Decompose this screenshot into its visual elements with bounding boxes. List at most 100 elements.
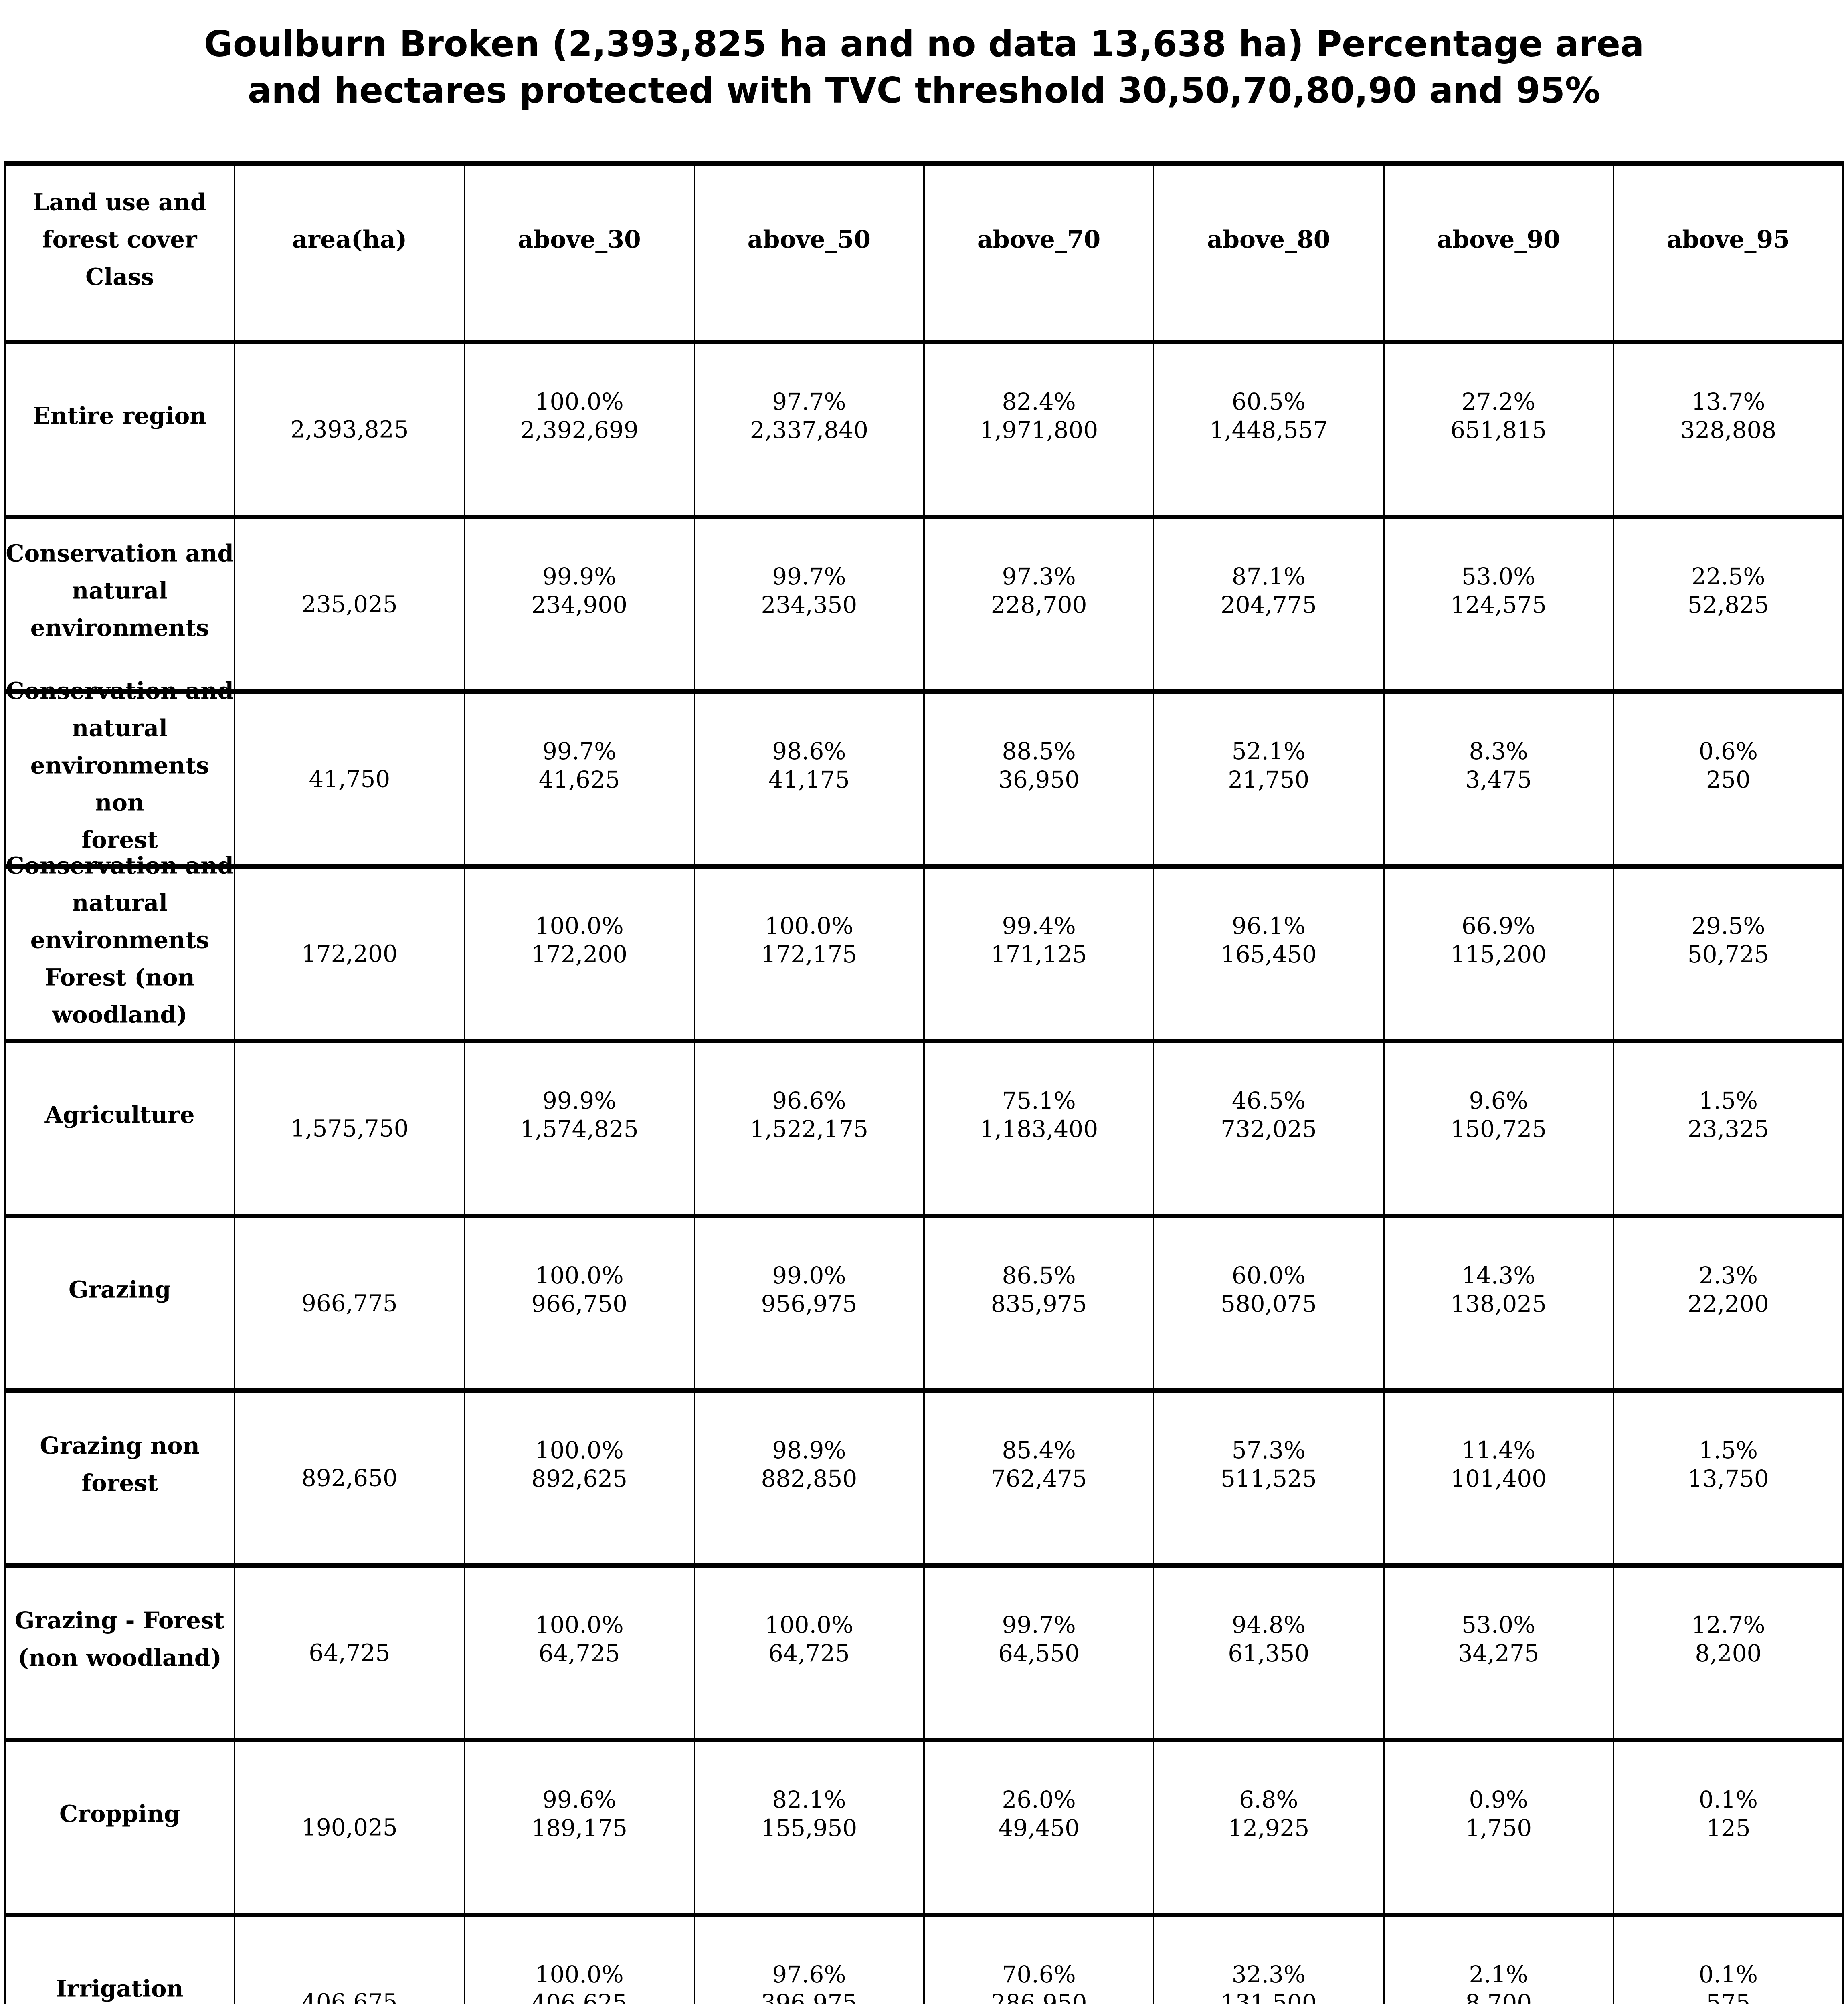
percent-value: 82.4% (1002, 388, 1076, 415)
hectares-value: 8,200 (1695, 1639, 1762, 1667)
table-row: Grazing non forest 892,650 100.0% 892,625 98… (4, 1388, 1844, 1568)
hectares-value: 3,475 (1465, 766, 1532, 793)
table-row: Entire region 2,393,825 100.0% 2,392,699 97.… (4, 340, 1844, 519)
threshold-cell: 9.6% 150,725 (1385, 1087, 1613, 1143)
threshold-cell: 100.0% 172,175 (695, 912, 923, 969)
hectares-value: 956,975 (761, 1290, 857, 1317)
threshold-cell: 0.1% 125 (1614, 1786, 1842, 1842)
percent-value: 99.7% (1002, 1611, 1076, 1638)
hectares-value: 882,850 (761, 1465, 857, 1492)
hectares-value: 124,575 (1450, 591, 1547, 618)
percent-value: 57.3% (1231, 1436, 1306, 1464)
percent-value: 98.6% (772, 737, 846, 765)
hectares-value: 22,200 (1687, 1290, 1769, 1317)
row-label: Grazing - Forest (non woodland) (14, 1606, 225, 1671)
hectares-value: 52,825 (1687, 591, 1769, 618)
threshold-cell: 96.6% 1,522,175 (695, 1087, 923, 1143)
threshold-cell: 12.7% 8,200 (1614, 1611, 1842, 1668)
hectares-value: 396,975 (761, 1989, 857, 2004)
percent-value: 53.0% (1461, 1611, 1536, 1638)
hectares-value: 49,450 (998, 1814, 1080, 1842)
hectares-value: 125 (1706, 1814, 1751, 1842)
percent-value: 99.9% (542, 1087, 617, 1114)
threshold-cell: 70.6% 286,950 (925, 1960, 1153, 2004)
threshold-cell: 99.7% 41,625 (465, 737, 694, 794)
threshold-cell: 2.1% 8,700 (1385, 1960, 1613, 2004)
hectares-value: 2,337,840 (750, 416, 868, 444)
hectares-value: 172,175 (761, 940, 857, 968)
hectares-value: 250 (1706, 766, 1751, 793)
hectares-value: 150,725 (1450, 1115, 1547, 1143)
hectares-value: 13,750 (1687, 1465, 1769, 1492)
threshold-cell: 100.0% 892,625 (465, 1436, 694, 1493)
hectares-value: 2,392,699 (520, 416, 639, 444)
threshold-cell: 8.3% 3,475 (1385, 737, 1613, 794)
percent-value: 96.6% (772, 1087, 846, 1114)
hectares-value: 23,325 (1687, 1115, 1769, 1143)
hectares-value: 41,175 (768, 766, 850, 793)
threshold-cell: 98.9% 882,850 (695, 1436, 923, 1493)
percent-value: 100.0% (535, 388, 624, 415)
threshold-cell: 86.5% 835,975 (925, 1261, 1153, 1318)
threshold-cell: 99.4% 171,125 (925, 912, 1153, 969)
hectares-value: 234,900 (531, 591, 628, 618)
threshold-cell: 98.6% 41,175 (695, 737, 923, 794)
hectares-value: 21,750 (1228, 766, 1310, 793)
threshold-cell: 22.5% 52,825 (1614, 562, 1842, 619)
row-label: Agriculture (44, 1101, 195, 1129)
threshold-cell: 26.0% 49,450 (925, 1786, 1153, 1842)
column-header-class: Land use and forest cover Class (32, 188, 207, 291)
hectares-value: 732,025 (1220, 1115, 1317, 1143)
area-value: 2,393,825 (290, 416, 409, 443)
threshold-cell: 100.0% 64,725 (695, 1611, 923, 1668)
column-header-above-70: above_70 (977, 225, 1101, 254)
threshold-cell: 85.4% 762,475 (925, 1436, 1153, 1493)
threshold-cell: 82.4% 1,971,800 (925, 388, 1153, 444)
percent-value: 85.4% (1002, 1436, 1076, 1464)
percent-value: 100.0% (535, 1436, 624, 1464)
threshold-cell: 46.5% 732,025 (1154, 1087, 1383, 1143)
hectares-value: 171,125 (991, 940, 1087, 968)
threshold-cell: 96.1% 165,450 (1154, 912, 1383, 969)
threshold-cell: 99.0% 956,975 (695, 1261, 923, 1318)
percent-value: 29.5% (1691, 912, 1765, 939)
threshold-cell: 100.0% 2,392,699 (465, 388, 694, 444)
hectares-value: 61,350 (1228, 1639, 1310, 1667)
column-header-above-50: above_50 (747, 225, 871, 254)
hectares-value: 1,183,400 (980, 1115, 1098, 1143)
percent-value: 100.0% (535, 912, 624, 939)
table-row: Grazing - Forest (non woodland) 64,725 100… (4, 1563, 1844, 1743)
area-value: 190,025 (301, 1814, 398, 1841)
percent-value: 2.3% (1698, 1261, 1758, 1289)
hectares-value: 155,950 (761, 1814, 857, 1842)
threshold-cell: 27.2% 651,815 (1385, 388, 1613, 444)
table-row: Agriculture 1,575,750 99.9% 1,574,825 96.6% 1… (4, 1039, 1844, 1218)
percent-value: 1.5% (1698, 1087, 1758, 1114)
percent-value: 6.8% (1239, 1786, 1298, 1813)
threshold-cell: 66.9% 115,200 (1385, 912, 1613, 969)
threshold-cell: 53.0% 124,575 (1385, 562, 1613, 619)
hectares-value: 8,700 (1465, 1989, 1532, 2004)
threshold-cell: 87.1% 204,775 (1154, 562, 1383, 619)
threshold-cell: 100.0% 966,750 (465, 1261, 694, 1318)
row-label: Entire region (32, 402, 207, 430)
percent-value: 0.1% (1698, 1786, 1758, 1813)
hectares-value: 50,725 (1687, 940, 1769, 968)
threshold-cell: 14.3% 138,025 (1385, 1261, 1613, 1318)
percent-value: 87.1% (1231, 562, 1306, 590)
row-label: Conservation and natural environments Fo… (6, 852, 234, 1028)
percent-value: 99.6% (542, 1786, 617, 1813)
percent-value: 97.7% (772, 388, 846, 415)
threshold-cell: 99.9% 1,574,825 (465, 1087, 694, 1143)
threshold-cell: 75.1% 1,183,400 (925, 1087, 1153, 1143)
hectares-value: 228,700 (991, 591, 1087, 618)
percent-value: 96.1% (1231, 912, 1306, 939)
percent-value: 32.3% (1231, 1960, 1306, 1988)
area-value: 64,725 (309, 1639, 390, 1667)
hectares-value: 34,275 (1458, 1639, 1539, 1667)
percent-value: 99.9% (542, 562, 617, 590)
threshold-cell: 100.0% 406,625 (465, 1960, 694, 2004)
threshold-cell: 99.9% 234,900 (465, 562, 694, 619)
hectares-value: 64,725 (768, 1639, 850, 1667)
hectares-value: 406,625 (531, 1989, 628, 2004)
